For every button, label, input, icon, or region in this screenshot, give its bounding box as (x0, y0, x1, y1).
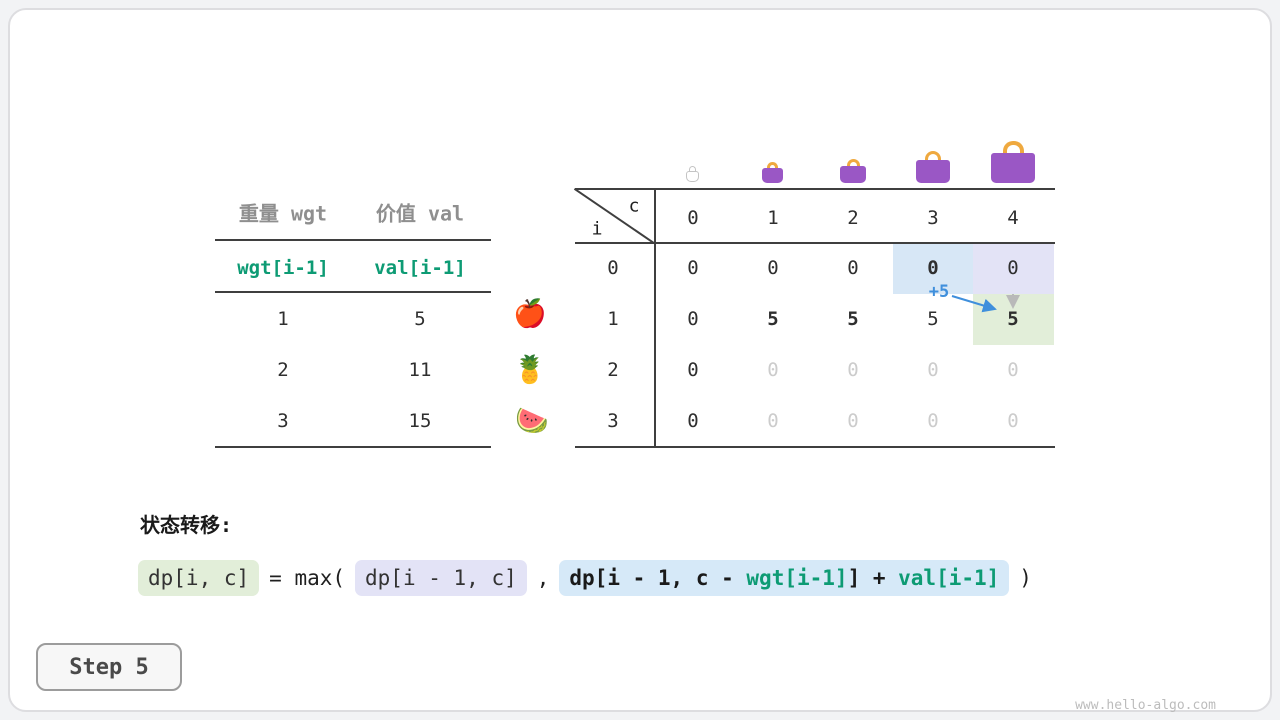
apple-icon: 🍎 (513, 298, 547, 330)
bag-icon-capacity-2 (840, 159, 866, 183)
arrow-from-blue-cell (951, 295, 997, 313)
formula-option2-middle: ] + (847, 566, 899, 590)
dp-table-rule-bottom (575, 446, 1055, 448)
dp-col-header-0: 0 (687, 207, 699, 229)
items-table-rule-mid (215, 291, 491, 293)
dp-cell-1-4: 5 (1007, 308, 1019, 330)
bag-handle (1002, 141, 1024, 153)
formula-operator: = max( (269, 566, 346, 590)
formula-option2-chip: dp[i - 1, c - wgt[i-1]] + val[i-1] (559, 560, 1010, 596)
bag-body (762, 168, 783, 183)
bag-body (840, 166, 866, 183)
figure-card (8, 8, 1272, 712)
dp-cell-2-0: 0 (687, 359, 699, 381)
highlight-cell-source-blue (893, 244, 973, 294)
dp-cell-3-0: 0 (687, 410, 699, 432)
dp-table-rule-top (575, 188, 1055, 190)
bag-icon-capacity-0 (686, 166, 699, 182)
dp-row-header-3: 3 (607, 410, 619, 432)
watermelon-icon: 🍉 (515, 405, 549, 437)
dp-cell-0-0: 0 (687, 257, 699, 279)
formula-separator: , (536, 566, 550, 590)
dp-cell-3-3: 0 (927, 410, 939, 432)
items-table-subheader-wgt: wgt[i-1] (237, 257, 329, 279)
bag-handle (767, 162, 778, 168)
formula-option2-wgt-term: wgt[i-1] (746, 566, 848, 590)
dp-cell-3-4: 0 (1007, 410, 1019, 432)
dp-cell-0-3: 0 (927, 257, 939, 279)
formula-option1-chip: dp[i - 1, c] (355, 560, 527, 596)
dp-row-header-1: 1 (607, 308, 619, 330)
bag-handle (846, 159, 860, 166)
transition-arrows (951, 294, 1020, 313)
bag-body (686, 171, 699, 182)
bag-icon-capacity-3 (916, 151, 950, 183)
formula-option2-val-term: val[i-1] (898, 566, 1000, 590)
bag-handle (925, 151, 941, 160)
dp-cell-1-0: 0 (687, 308, 699, 330)
axis-label-i: i (591, 218, 603, 240)
items-table-rule-top (215, 239, 491, 241)
dp-cell-3-2: 0 (847, 410, 859, 432)
items-table-header-value: 价值 val (375, 201, 465, 226)
dp-cell-0-1: 0 (767, 257, 779, 279)
item-row-2-weight: 2 (277, 359, 289, 381)
dp-cell-1-2: 5 (847, 308, 859, 330)
step-button[interactable]: Step 5 (36, 643, 182, 691)
items-table-header-weight: 重量 wgt (238, 201, 328, 226)
dp-cell-0-4: 0 (1007, 257, 1019, 279)
bag-icon-capacity-1 (762, 162, 783, 183)
axis-label-c: c (628, 195, 640, 217)
dp-col-header-3: 3 (927, 207, 939, 229)
formula-closing: ) (1019, 566, 1032, 590)
item-row-3-value: 15 (408, 410, 432, 432)
dp-cell-1-3: 5 (927, 308, 939, 330)
dp-table-rule-header (575, 242, 1055, 244)
state-transition-formula: dp[i, c] = max( dp[i - 1, c] , dp[i - 1,… (138, 560, 1032, 596)
bag-body (991, 153, 1035, 183)
formula-option2-prefix: dp[i - 1, c - (569, 566, 747, 590)
dp-row-header-0: 0 (607, 257, 619, 279)
dp-cell-2-1: 0 (767, 359, 779, 381)
dp-cell-2-3: 0 (927, 359, 939, 381)
bag-icon-capacity-4 (991, 141, 1035, 183)
dp-cell-2-2: 0 (847, 359, 859, 381)
dp-row-header-2: 2 (607, 359, 619, 381)
dp-table-rule-vertical (654, 188, 656, 447)
formula-result-chip: dp[i, c] (138, 560, 260, 596)
dp-cell-2-4: 0 (1007, 359, 1019, 381)
plus-value-annotation: +5 (928, 282, 950, 302)
highlight-cell-source-purple (973, 244, 1054, 294)
items-table-rule-bottom (215, 446, 491, 448)
bag-body (916, 160, 950, 183)
state-transition-title: 状态转移: (140, 513, 233, 537)
item-row-3-weight: 3 (277, 410, 289, 432)
dp-col-header-4: 4 (1007, 207, 1019, 229)
dp-col-header-1: 1 (767, 207, 779, 229)
dp-cell-3-1: 0 (767, 410, 779, 432)
item-row-1-weight: 1 (277, 308, 289, 330)
watermark-url: www.hello-algo.com (1075, 698, 1216, 713)
pineapple-icon: 🍍 (513, 354, 547, 386)
items-table-subheader-val: val[i-1] (374, 257, 466, 279)
dp-cell-1-1: 5 (767, 308, 779, 330)
dp-cell-0-2: 0 (847, 257, 859, 279)
bag-handle (689, 166, 696, 171)
item-row-2-value: 11 (408, 359, 432, 381)
item-row-1-value: 5 (414, 308, 426, 330)
dp-col-header-2: 2 (847, 207, 859, 229)
